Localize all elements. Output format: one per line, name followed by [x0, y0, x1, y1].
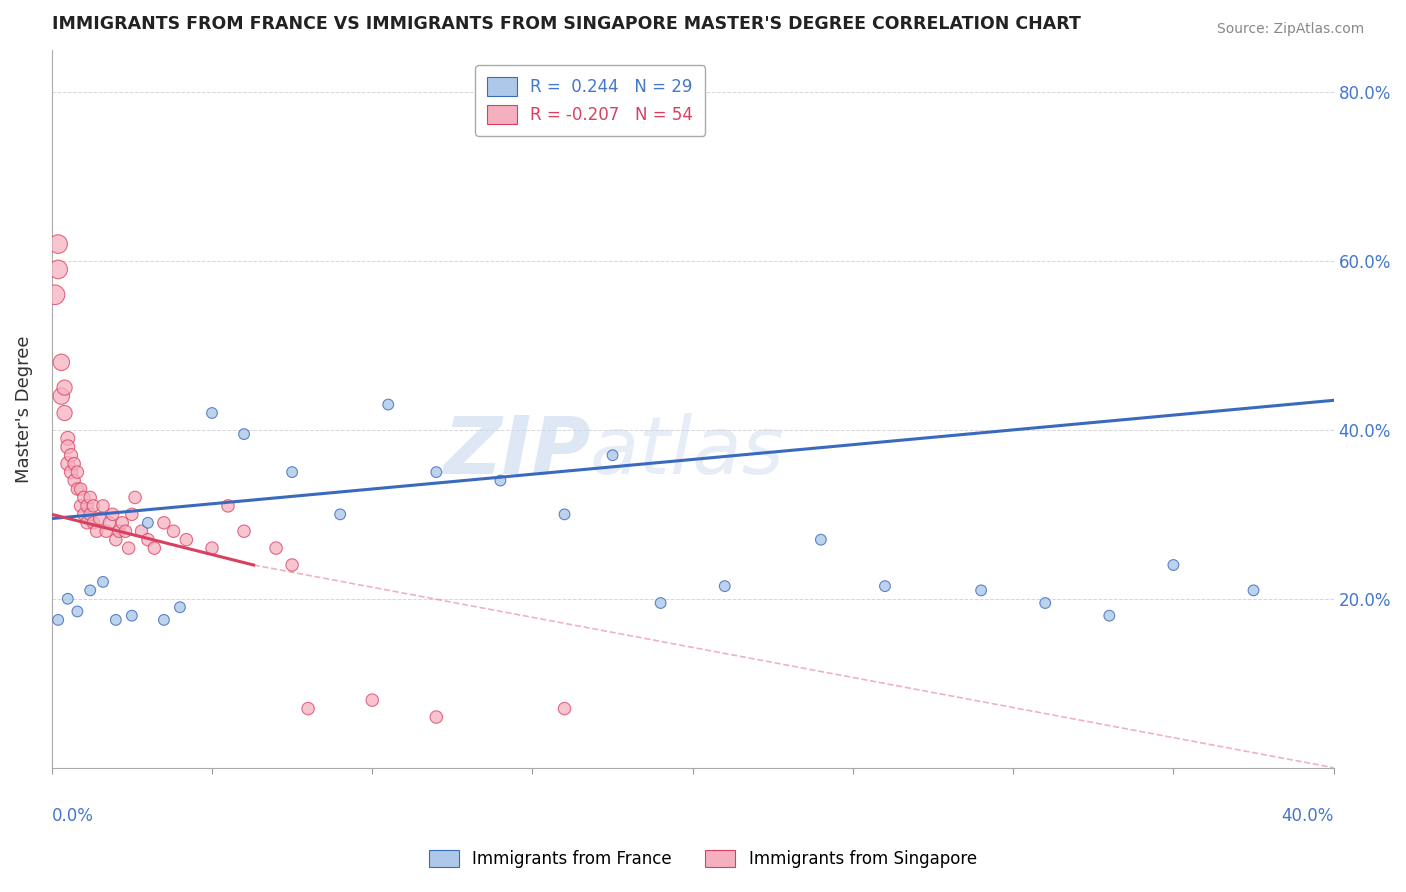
- Y-axis label: Master's Degree: Master's Degree: [15, 335, 32, 483]
- Point: [89, 511, 111, 525]
- Point: [44, 287, 66, 301]
- Point: [76, 516, 98, 530]
- Point: [82, 499, 104, 513]
- Point: [59, 465, 82, 479]
- Point: [553, 701, 575, 715]
- Point: [46, 262, 69, 277]
- Point: [1098, 608, 1121, 623]
- Point: [233, 524, 256, 539]
- Point: [66, 604, 89, 618]
- Point: [56, 431, 79, 445]
- Text: 0.0%: 0.0%: [52, 807, 94, 825]
- Point: [46, 237, 69, 252]
- Point: [970, 583, 993, 598]
- Point: [361, 693, 384, 707]
- Point: [281, 558, 304, 572]
- Point: [91, 574, 114, 589]
- Legend: R =  0.244   N = 29, R = -0.207   N = 54: R = 0.244 N = 29, R = -0.207 N = 54: [475, 65, 704, 136]
- Point: [143, 541, 166, 555]
- Point: [217, 499, 239, 513]
- Point: [56, 457, 79, 471]
- Point: [118, 541, 141, 555]
- Legend: Immigrants from France, Immigrants from Singapore: Immigrants from France, Immigrants from …: [422, 843, 984, 875]
- Point: [377, 398, 399, 412]
- Point: [201, 406, 224, 420]
- Point: [153, 613, 176, 627]
- Point: [104, 533, 127, 547]
- Point: [69, 499, 91, 513]
- Point: [91, 499, 114, 513]
- Point: [86, 524, 108, 539]
- Point: [1163, 558, 1185, 572]
- Point: [59, 448, 82, 462]
- Point: [297, 701, 319, 715]
- Point: [553, 508, 575, 522]
- Point: [162, 524, 184, 539]
- Point: [108, 524, 131, 539]
- Point: [79, 508, 101, 522]
- Point: [73, 508, 96, 522]
- Point: [46, 613, 69, 627]
- Point: [101, 508, 124, 522]
- Point: [169, 600, 191, 615]
- Point: [136, 516, 159, 530]
- Point: [96, 524, 118, 539]
- Text: ZIP: ZIP: [443, 413, 591, 491]
- Point: [121, 508, 143, 522]
- Point: [114, 524, 136, 539]
- Point: [131, 524, 153, 539]
- Point: [201, 541, 224, 555]
- Point: [56, 440, 79, 454]
- Text: atlas: atlas: [591, 413, 785, 491]
- Point: [713, 579, 735, 593]
- Point: [53, 381, 76, 395]
- Point: [66, 482, 89, 496]
- Point: [111, 516, 134, 530]
- Point: [873, 579, 896, 593]
- Point: [53, 406, 76, 420]
- Text: Source: ZipAtlas.com: Source: ZipAtlas.com: [1216, 22, 1364, 37]
- Point: [264, 541, 287, 555]
- Text: 40.0%: 40.0%: [1281, 807, 1334, 825]
- Point: [79, 491, 101, 505]
- Point: [650, 596, 672, 610]
- Point: [1243, 583, 1265, 598]
- Point: [79, 583, 101, 598]
- Point: [121, 608, 143, 623]
- Point: [1033, 596, 1056, 610]
- Point: [425, 710, 447, 724]
- Point: [76, 499, 98, 513]
- Point: [66, 465, 89, 479]
- Point: [51, 389, 73, 403]
- Point: [82, 516, 104, 530]
- Point: [810, 533, 832, 547]
- Point: [281, 465, 304, 479]
- Point: [69, 482, 91, 496]
- Point: [176, 533, 198, 547]
- Point: [98, 516, 121, 530]
- Point: [124, 491, 146, 505]
- Point: [104, 613, 127, 627]
- Point: [51, 355, 73, 369]
- Point: [489, 474, 512, 488]
- Point: [602, 448, 624, 462]
- Point: [425, 465, 447, 479]
- Point: [233, 427, 256, 442]
- Point: [329, 508, 352, 522]
- Text: IMMIGRANTS FROM FRANCE VS IMMIGRANTS FROM SINGAPORE MASTER'S DEGREE CORRELATION : IMMIGRANTS FROM FRANCE VS IMMIGRANTS FRO…: [52, 15, 1081, 33]
- Point: [73, 491, 96, 505]
- Point: [153, 516, 176, 530]
- Point: [63, 474, 86, 488]
- Point: [136, 533, 159, 547]
- Point: [63, 457, 86, 471]
- Point: [56, 591, 79, 606]
